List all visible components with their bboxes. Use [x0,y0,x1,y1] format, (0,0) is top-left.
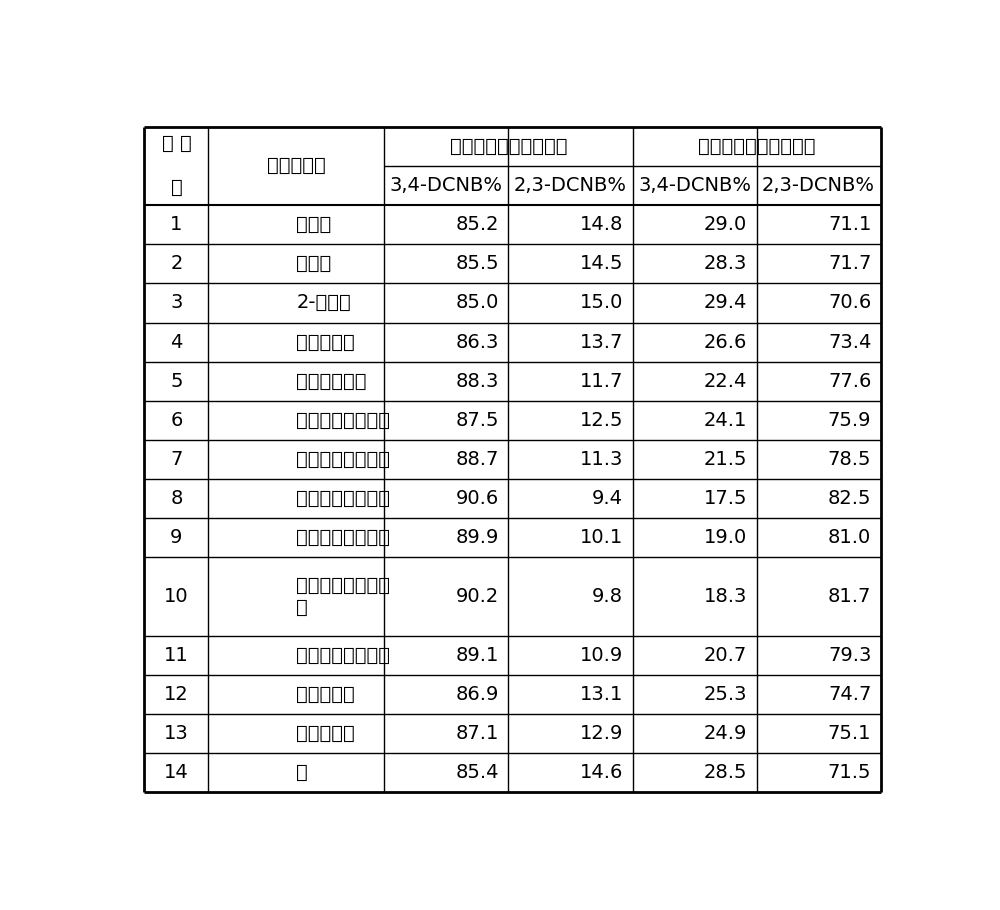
Text: 86.3: 86.3 [456,332,499,351]
Text: 14.8: 14.8 [580,215,623,234]
Text: 2-萘乙酮: 2-萘乙酮 [296,293,351,312]
Text: 85.5: 85.5 [456,254,499,273]
Text: 3,4-DCNB%: 3,4-DCNB% [638,176,751,195]
Text: 10: 10 [164,587,189,606]
Text: 10.9: 10.9 [580,646,623,665]
Text: 90.2: 90.2 [456,587,499,606]
Text: 8: 8 [170,490,183,508]
Text: 85.2: 85.2 [456,215,499,234]
Text: 88.3: 88.3 [456,372,499,390]
Text: 11.3: 11.3 [580,450,623,469]
Text: 19.0: 19.0 [704,529,747,547]
Text: 71.1: 71.1 [828,215,871,234]
Text: 实 施

例: 实 施 例 [162,135,191,197]
Text: 邻苯二甲酸二丁酯: 邻苯二甲酸二丁酯 [296,490,390,508]
Text: 3: 3 [170,293,183,312]
Text: 85.0: 85.0 [456,293,499,312]
Text: 75.9: 75.9 [828,411,871,430]
Text: 71.7: 71.7 [828,254,871,273]
Text: 28.5: 28.5 [704,763,747,783]
Text: 88.7: 88.7 [456,450,499,469]
Text: 11: 11 [164,646,189,665]
Text: 苯甲酸苄酯: 苯甲酸苄酯 [296,332,355,351]
Text: 13: 13 [164,724,189,743]
Text: 12.5: 12.5 [580,411,623,430]
Text: 82.5: 82.5 [828,490,871,508]
Text: 86.9: 86.9 [456,685,499,704]
Text: 三甘醇: 三甘醇 [296,215,332,234]
Text: 9.8: 9.8 [592,587,623,606]
Text: 29.4: 29.4 [704,293,747,312]
Text: 2,3-DCNB%: 2,3-DCNB% [762,176,875,195]
Text: 11.7: 11.7 [580,372,623,390]
Text: 7: 7 [170,450,183,469]
Text: 萃取精馏塔顶产物组成: 萃取精馏塔顶产物组成 [450,136,567,156]
Text: 90.6: 90.6 [456,490,499,508]
Text: 2: 2 [170,254,183,273]
Text: 14.6: 14.6 [580,763,623,783]
Text: 4: 4 [170,332,183,351]
Text: 89.1: 89.1 [456,646,499,665]
Text: 77.6: 77.6 [828,372,871,390]
Text: 磷酸三甲酚酯: 磷酸三甲酚酯 [296,372,367,390]
Text: 12.9: 12.9 [580,724,623,743]
Text: 71.5: 71.5 [828,763,871,783]
Text: 75.1: 75.1 [828,724,871,743]
Text: 二茛基甲苯: 二茛基甲苯 [296,724,355,743]
Text: 10.1: 10.1 [580,529,623,547]
Text: 81.0: 81.0 [828,529,871,547]
Text: 四甘醇: 四甘醇 [296,254,332,273]
Text: 14.5: 14.5 [580,254,623,273]
Text: 74.7: 74.7 [828,685,871,704]
Text: 20.7: 20.7 [704,646,747,665]
Text: 2,3-DCNB%: 2,3-DCNB% [514,176,627,195]
Text: 85.4: 85.4 [456,763,499,783]
Text: 1: 1 [170,215,183,234]
Text: 87.1: 87.1 [456,724,499,743]
Text: 邻苯二甲酸二甲酯: 邻苯二甲酸二甲酯 [296,411,390,430]
Text: 氢化三联苯: 氢化三联苯 [296,685,355,704]
Text: 9: 9 [170,529,183,547]
Text: 17.5: 17.5 [704,490,747,508]
Text: 79.3: 79.3 [828,646,871,665]
Text: 28.3: 28.3 [704,254,747,273]
Text: 81.7: 81.7 [828,587,871,606]
Text: 14: 14 [164,763,189,783]
Text: 邻苯二甲酸二壬酯: 邻苯二甲酸二壬酯 [296,646,390,665]
Text: 3,4-DCNB%: 3,4-DCNB% [390,176,503,195]
Text: 21.5: 21.5 [704,450,747,469]
Text: 24.9: 24.9 [704,724,747,743]
Text: 9.4: 9.4 [592,490,623,508]
Text: 萃取剂类别: 萃取剂类别 [267,157,326,176]
Text: 29.0: 29.0 [704,215,747,234]
Text: 24.1: 24.1 [704,411,747,430]
Text: 18.3: 18.3 [704,587,747,606]
Text: 89.9: 89.9 [456,529,499,547]
Text: 13.1: 13.1 [580,685,623,704]
Text: 6: 6 [170,411,183,430]
Text: 溶剂回收塔顶产物组成: 溶剂回收塔顶产物组成 [698,136,815,156]
Text: 22.4: 22.4 [704,372,747,390]
Text: 5: 5 [170,372,183,390]
Text: 78.5: 78.5 [828,450,871,469]
Text: 25.3: 25.3 [704,685,747,704]
Text: 15.0: 15.0 [580,293,623,312]
Text: 菲: 菲 [296,763,308,783]
Text: 邻苯二甲酸二乙酯: 邻苯二甲酸二乙酯 [296,450,390,469]
Text: 邻苯二甲酸二辛酯: 邻苯二甲酸二辛酯 [296,529,390,547]
Text: 73.4: 73.4 [828,332,871,351]
Text: 13.7: 13.7 [580,332,623,351]
Text: 70.6: 70.6 [828,293,871,312]
Text: 26.6: 26.6 [704,332,747,351]
Text: 12: 12 [164,685,189,704]
Text: 87.5: 87.5 [456,411,499,430]
Text: 邻苯二甲酸二正辛
酯: 邻苯二甲酸二正辛 酯 [296,576,390,617]
